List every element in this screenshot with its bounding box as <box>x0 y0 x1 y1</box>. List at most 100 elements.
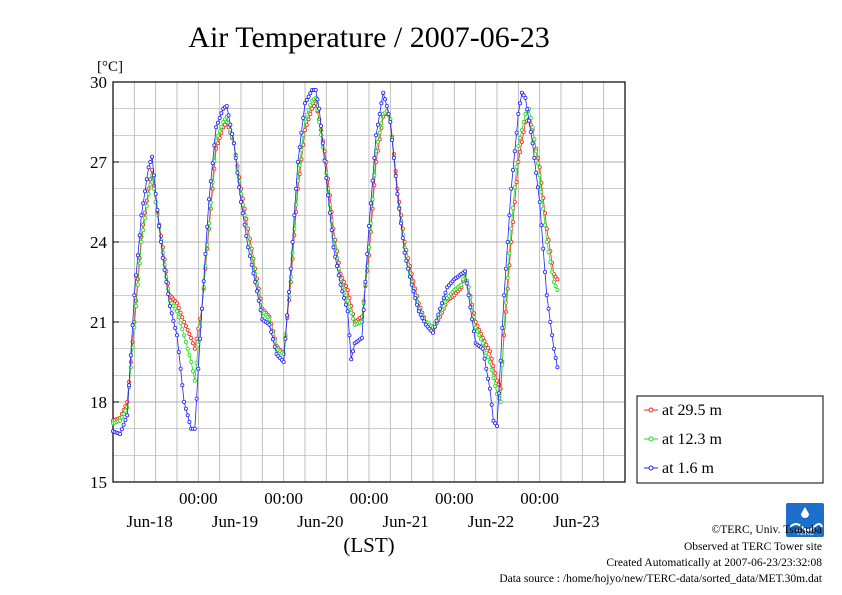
x-tick-date-label: Jun-19 <box>212 512 258 531</box>
data-point <box>235 170 240 175</box>
data-point <box>503 266 508 271</box>
data-point <box>258 307 263 312</box>
data-point <box>464 281 469 286</box>
data-point <box>347 304 352 309</box>
data-point <box>237 185 242 190</box>
series-line <box>112 89 558 435</box>
data-point <box>137 261 142 266</box>
data-point <box>173 325 178 330</box>
data-point <box>135 282 140 287</box>
logo-text: TERC <box>796 530 814 537</box>
data-point <box>180 315 185 320</box>
legend-swatch-marker <box>648 407 654 413</box>
data-point <box>551 279 556 284</box>
data-point <box>422 319 427 324</box>
data-point <box>418 312 423 317</box>
data-point <box>505 239 510 244</box>
data-point <box>390 137 395 142</box>
data-point <box>142 189 147 194</box>
data-point <box>134 303 139 308</box>
data-point <box>198 336 203 341</box>
data-point <box>222 122 227 127</box>
data-point <box>313 88 318 93</box>
data-point <box>528 116 533 121</box>
data-point <box>121 411 126 416</box>
data-point <box>148 159 153 164</box>
data-point <box>189 359 194 364</box>
data-point <box>205 224 210 229</box>
data-point <box>532 137 537 142</box>
data-point <box>519 90 524 95</box>
data-point <box>414 302 419 307</box>
data-point <box>176 305 181 310</box>
data-point <box>162 267 167 272</box>
data-point <box>466 293 471 298</box>
data-point <box>484 366 489 371</box>
data-point <box>486 355 491 360</box>
data-point <box>489 367 494 372</box>
data-point <box>379 121 384 126</box>
data-point <box>288 266 293 271</box>
data-point <box>130 323 135 328</box>
data-point <box>189 335 194 340</box>
data-point <box>297 145 302 150</box>
data-point <box>119 415 124 420</box>
data-point <box>208 179 213 184</box>
data-point <box>185 413 190 418</box>
data-point <box>521 93 526 98</box>
data-point <box>206 197 211 202</box>
data-point <box>544 239 549 244</box>
data-point <box>127 383 132 388</box>
data-point <box>491 363 496 368</box>
data-point <box>178 310 183 315</box>
data-point <box>404 258 409 263</box>
data-point <box>146 191 151 196</box>
data-point <box>475 329 480 334</box>
x-tick-time-label: 00:00 <box>350 489 389 508</box>
data-point <box>528 129 533 134</box>
data-point <box>180 383 185 388</box>
data-point <box>123 417 128 422</box>
series-at-1-6-m <box>111 88 560 436</box>
data-point <box>530 141 535 146</box>
data-point <box>486 376 491 381</box>
data-point <box>160 255 165 260</box>
data-point <box>185 346 190 351</box>
data-point <box>327 210 332 215</box>
data-point <box>221 120 226 125</box>
data-point <box>214 125 219 130</box>
data-point <box>521 120 526 125</box>
data-point <box>498 358 503 363</box>
y-tick-label: 27 <box>90 153 108 172</box>
data-point <box>185 327 190 332</box>
data-point <box>144 203 149 208</box>
data-point <box>199 306 204 311</box>
data-point <box>471 329 476 334</box>
data-point <box>500 362 505 367</box>
data-point <box>224 104 229 109</box>
data-point <box>359 335 364 340</box>
data-point <box>190 369 195 374</box>
y-tick-label: 30 <box>90 73 107 92</box>
data-point <box>555 287 560 292</box>
data-point <box>510 205 515 210</box>
data-point <box>543 223 548 228</box>
x-gridlines <box>133 82 605 482</box>
data-point <box>546 306 551 311</box>
data-point <box>441 295 446 300</box>
data-point <box>416 309 421 314</box>
data-point <box>374 133 379 138</box>
data-point <box>381 90 386 95</box>
data-point <box>297 163 302 168</box>
footer-source: Data source : /home/hojyo/new/TERC-data/… <box>499 573 822 585</box>
x-tick-date-label: Jun-20 <box>297 512 343 531</box>
data-point <box>210 161 215 166</box>
y-tick-label: 21 <box>90 313 107 332</box>
x-tick-date-label: Jun-21 <box>383 512 429 531</box>
data-point <box>366 223 371 228</box>
data-point <box>139 213 144 218</box>
x-tick-date-label: Jun-22 <box>468 512 514 531</box>
data-point <box>194 360 199 365</box>
data-point <box>512 185 517 190</box>
data-point <box>169 311 174 316</box>
